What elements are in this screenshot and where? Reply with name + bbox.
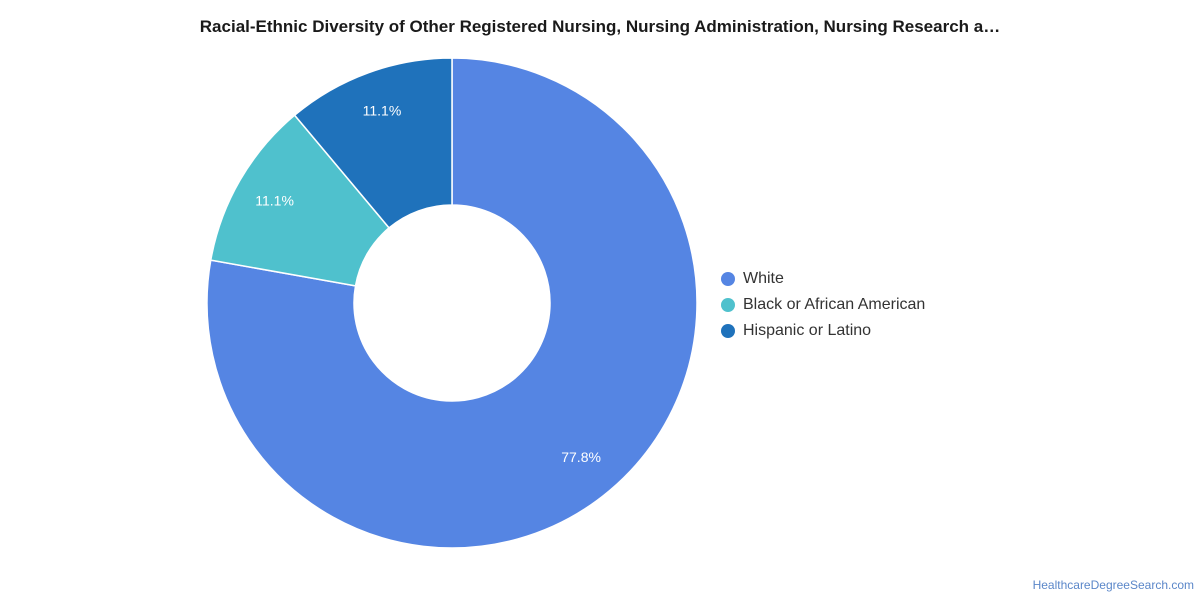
- legend: White Black or African American Hispanic…: [721, 266, 925, 344]
- legend-item-white[interactable]: White: [721, 266, 925, 292]
- data-label-black-or-african-american: 11.1%: [255, 192, 294, 208]
- legend-swatch-white: [721, 272, 735, 286]
- source-link[interactable]: HealthcareDegreeSearch.com: [1032, 578, 1194, 592]
- donut-slice-hispanic-or-latino[interactable]: [293, 57, 453, 229]
- data-label-hispanic-or-latino: 11.1%: [363, 102, 402, 118]
- legend-swatch-hispanic-or-latino: [721, 324, 735, 338]
- legend-swatch-black-or-african-american: [721, 298, 735, 312]
- donut-slice-white[interactable]: [206, 57, 698, 549]
- chart-title: Racial-Ethnic Diversity of Other Registe…: [199, 17, 1001, 36]
- legend-label-hispanic-or-latino: Hispanic or Latino: [743, 322, 872, 339]
- legend-label-black-or-african-american: Black or African American: [743, 296, 926, 313]
- legend-item-black-or-african-american[interactable]: Black or African American: [721, 292, 925, 318]
- donut-slice-black-or-african-american[interactable]: [209, 114, 391, 287]
- legend-item-hispanic-or-latino[interactable]: Hispanic or Latino: [721, 318, 925, 344]
- legend-label-white: White: [743, 270, 784, 287]
- data-label-white: 77.8%: [561, 449, 601, 465]
